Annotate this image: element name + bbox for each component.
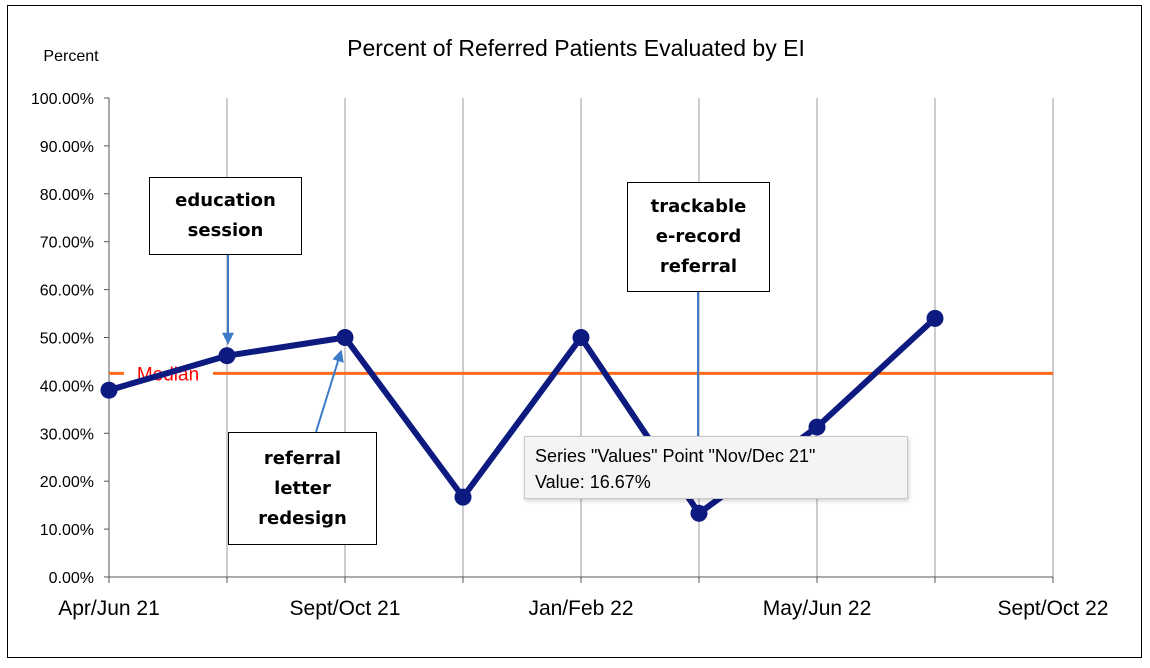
annotation-line: referral xyxy=(659,256,738,277)
annotation-line: redesign xyxy=(258,507,347,529)
annotation-education-session: education session xyxy=(149,177,302,255)
y-tick-label: 80.00% xyxy=(40,187,94,204)
y-tick-label: 60.00% xyxy=(40,283,94,300)
annotation-line: referral xyxy=(263,447,342,469)
data-point xyxy=(336,329,354,346)
annotation-arrow-referral-letter-redesign xyxy=(315,349,344,433)
data-point xyxy=(690,504,708,522)
axes: 0.00% 10.00% 20.00% 30.00% 40.00% 50.00% 60.00… xyxy=(31,91,1109,620)
data-point xyxy=(218,347,236,365)
data-point xyxy=(808,418,826,436)
tooltip-series-point: Series "Values" Point "Nov/Dec 21" xyxy=(535,446,816,466)
data-point xyxy=(100,381,118,399)
x-tick-label: Sept/Oct 22 xyxy=(998,597,1109,620)
data-point xyxy=(454,488,472,506)
annotation-trackable-e-record-referral: trackable e-record referral xyxy=(627,182,770,292)
annotation-line: trackable xyxy=(650,196,747,217)
annotation-line: education xyxy=(175,190,276,211)
tooltip-value: Value: 16.67% xyxy=(535,472,651,492)
x-tick-label: Apr/Jun 21 xyxy=(58,597,160,620)
annotation-line: session xyxy=(187,220,264,241)
x-tick-label: Jan/Feb 22 xyxy=(528,597,633,620)
y-tick-label: 10.00% xyxy=(40,522,94,539)
y-tick-label: 100.00% xyxy=(31,91,94,108)
y-tick-label: 30.00% xyxy=(40,426,94,443)
data-point-tooltip: Series "Values" Point "Nov/Dec 21" Value… xyxy=(524,436,908,499)
y-axis-label: Percent xyxy=(43,48,99,65)
y-tick-label: 20.00% xyxy=(40,474,94,491)
chart-title: Percent of Referred Patients Evaluated b… xyxy=(347,35,805,61)
annotation-line: e-record xyxy=(655,226,742,247)
y-tick-label: 90.00% xyxy=(40,139,94,156)
data-point xyxy=(572,329,590,346)
annotation-line: letter xyxy=(274,477,331,499)
y-tick-label: 50.00% xyxy=(40,331,94,348)
y-tick-label: 40.00% xyxy=(40,378,94,395)
y-tick-label: 70.00% xyxy=(40,235,94,252)
x-tick-label: Sept/Oct 21 xyxy=(290,597,401,620)
chart-frame xyxy=(7,5,1142,658)
annotation-referral-letter-redesign: referral letter redesign xyxy=(228,432,377,545)
x-tick-label: May/Jun 22 xyxy=(763,597,872,620)
y-tick-label: 0.00% xyxy=(49,570,94,587)
data-point xyxy=(926,309,944,327)
